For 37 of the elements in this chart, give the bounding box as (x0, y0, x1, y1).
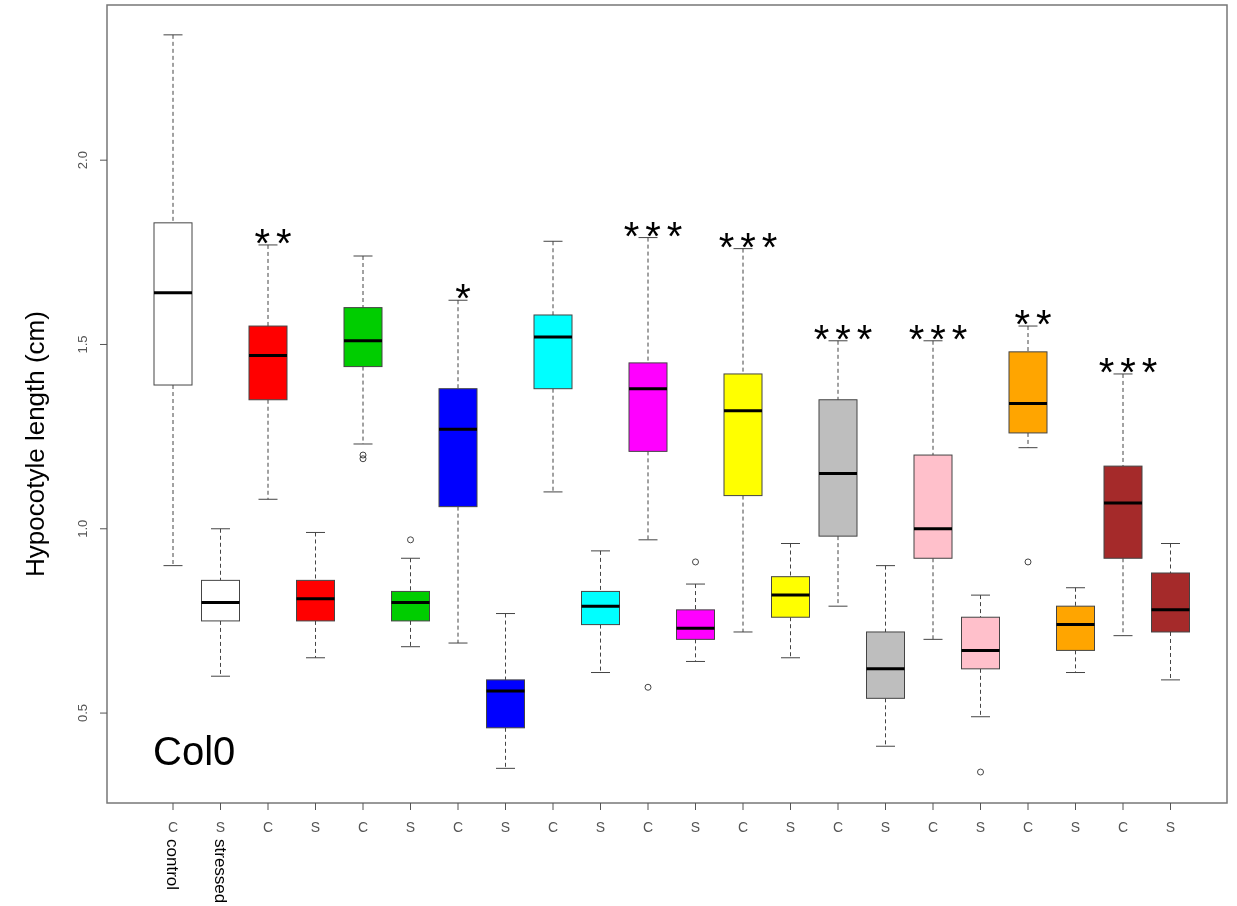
x-tick-label: C (547, 819, 559, 835)
x-tick-label: C (452, 819, 464, 835)
text: stressed (210, 839, 230, 904)
annotation: Col0 (153, 729, 236, 773)
text: ** (1014, 302, 1058, 347)
x-tick-label: C (357, 819, 369, 835)
x-tick-label: S (405, 819, 416, 835)
x-tick-label: C (1117, 819, 1129, 835)
y-tick-label: 0.5 (75, 704, 90, 723)
x-tick-label: S (595, 819, 606, 835)
x-tick-label: C (832, 819, 844, 835)
x-tick-label: S (1070, 819, 1081, 835)
text: *** (813, 316, 879, 361)
text: *** (1098, 349, 1164, 394)
text: *** (718, 224, 784, 269)
x-tick-label: C (1022, 819, 1034, 835)
x-tick-label: S (975, 819, 986, 835)
x-tick-label: S (215, 819, 226, 835)
x-tick-label: C (262, 819, 274, 835)
x-tick-label: C (167, 819, 179, 835)
y-tick-label: 2.0 (75, 151, 90, 170)
x-tick-label: S (880, 819, 891, 835)
text: *** (254, 220, 477, 321)
x-tick-label: S (500, 819, 511, 835)
y-tick-label: 1.0 (75, 519, 90, 538)
x-tick-label: C (927, 819, 939, 835)
text: *** (623, 213, 689, 258)
x-tick-label: S (310, 819, 321, 835)
y-axis-title: Hypocotyle length (cm) (20, 311, 50, 577)
x-tick-label: C (737, 819, 749, 835)
x-tick-label: S (690, 819, 701, 835)
y-tick-label: 1.5 (75, 335, 90, 354)
x-tick-label: S (785, 819, 796, 835)
text: control (163, 839, 182, 891)
x-tick-label: S (1165, 819, 1176, 835)
text: *** (908, 316, 974, 361)
x-tick-label: C (642, 819, 654, 835)
